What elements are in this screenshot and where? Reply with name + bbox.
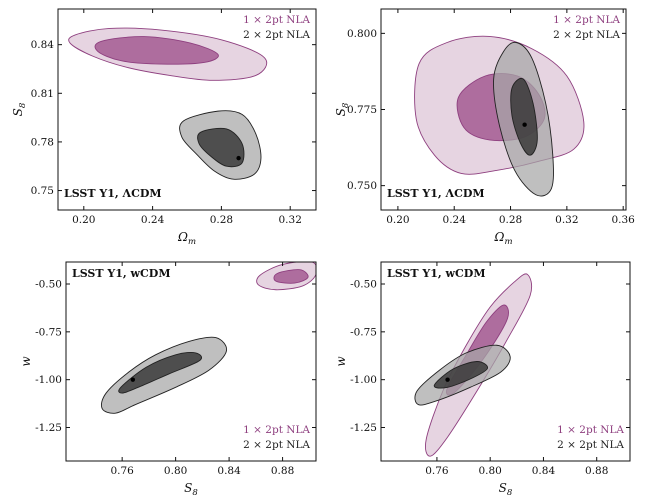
panel-top-left: 0.20 0.24 0.28 0.32 0.75 0.78 0.81 0.84 Ωm S8 LSST…: [11, 8, 317, 247]
y-axis-label: w: [334, 356, 348, 367]
y-axis-label: S8: [334, 102, 351, 116]
x-tick-label: 0.76: [425, 465, 449, 477]
x-tick-label: 0.80: [164, 465, 187, 477]
legend-entry-2x2pt: 2 × 2pt NLA: [243, 439, 310, 451]
best-fit-point: [445, 377, 450, 382]
panel-annotation: LSST Y1, ΛCDM: [64, 187, 162, 200]
x-tick-label: 0.80: [478, 465, 501, 477]
panel-bottom-left: 0.76 0.80 0.84 0.88 -1.25 -1.00 -0.75 -0.50 S8 w L…: [19, 261, 317, 498]
x-tick-label: 0.24: [141, 214, 165, 226]
plot-area: [68, 27, 268, 180]
plot-area: [414, 273, 533, 457]
legend-entry-1x2pt: 1 × 2pt NLA: [243, 424, 310, 436]
series-2x2pt-contour-68: [510, 78, 538, 156]
y-tick-label: -1.25: [350, 422, 377, 434]
axes-frame: [380, 261, 631, 462]
y-axis-label: S8: [11, 102, 28, 116]
x-tick-label: 0.88: [271, 465, 294, 477]
y-tick-label: 0.81: [31, 88, 54, 100]
x-tick-label: 0.88: [585, 465, 608, 477]
series-2x2pt-contour-68: [197, 127, 245, 168]
y-tick-label: 0.775: [347, 104, 377, 116]
x-tick-label: 0.24: [443, 214, 467, 226]
series-1x2pt-contour-68: [273, 269, 309, 284]
x-tick-label: 0.20: [386, 214, 409, 226]
x-tick-label: 0.28: [210, 214, 233, 226]
y-tick-label: -1.00: [35, 374, 62, 386]
x-axis-label: S8: [499, 481, 513, 498]
best-fit-point: [522, 122, 527, 127]
panel-annotation: LSST Y1, ΛCDM: [387, 187, 485, 200]
y-tick-label: -0.75: [35, 326, 62, 338]
legend-entry-2x2pt: 2 × 2pt NLA: [243, 29, 310, 41]
legend-entry-1x2pt: 1 × 2pt NLA: [557, 424, 624, 436]
legend-entry-1x2pt: 1 × 2pt NLA: [243, 14, 310, 26]
x-axis-label: Ωm: [493, 230, 512, 247]
series-1x2pt-contour-68: [94, 36, 219, 65]
panel-annotation: LSST Y1, wCDM: [387, 267, 486, 280]
y-tick-label: 0.75: [31, 185, 54, 197]
x-tick-label: 0.32: [555, 214, 578, 226]
y-tick-label: -1.25: [35, 422, 62, 434]
panel-top-right: 0.20 0.24 0.28 0.32 0.36 0.750 0.775 0.800 Ωm S8 L…: [334, 8, 635, 247]
legend-entry-1x2pt: 1 × 2pt NLA: [553, 14, 620, 26]
legend-entry-2x2pt: 2 × 2pt NLA: [553, 29, 620, 41]
y-tick-label: 0.750: [347, 180, 377, 192]
x-axis-label: Ωm: [177, 230, 196, 247]
best-fit-point: [130, 377, 136, 382]
panel-annotation: LSST Y1, wCDM: [72, 267, 171, 280]
y-tick-label: 0.84: [31, 39, 55, 51]
legend-entry-2x2pt: 2 × 2pt NLA: [557, 439, 624, 451]
y-tick-label: 0.800: [347, 28, 377, 40]
x-tick-label: 0.84: [532, 465, 556, 477]
y-tick-label: 0.78: [31, 136, 54, 148]
best-fit-point: [236, 155, 241, 161]
plot-area: [100, 262, 316, 414]
x-axis-label: S8: [184, 481, 198, 498]
y-axis-label: w: [19, 356, 33, 367]
axes-frame: [57, 8, 317, 211]
series-2x2pt-contour-68: [118, 351, 202, 394]
axes-frame: [65, 261, 317, 462]
y-tick-label: -0.50: [35, 279, 62, 291]
y-tick-label: -1.00: [350, 374, 377, 386]
x-tick-label: 0.28: [499, 214, 522, 226]
panel-bottom-right: 0.76 0.80 0.84 0.88 -1.25 -1.00 -0.75 -0.50 S8 w L…: [334, 261, 631, 498]
x-tick-label: 0.20: [72, 214, 95, 226]
x-tick-label: 0.84: [217, 465, 241, 477]
x-tick-label: 0.36: [611, 214, 635, 226]
y-tick-label: -0.50: [350, 279, 377, 291]
x-tick-label: 0.32: [279, 214, 302, 226]
y-tick-label: -0.75: [350, 326, 377, 338]
plot-area: [414, 35, 585, 197]
x-tick-label: 0.76: [110, 465, 134, 477]
